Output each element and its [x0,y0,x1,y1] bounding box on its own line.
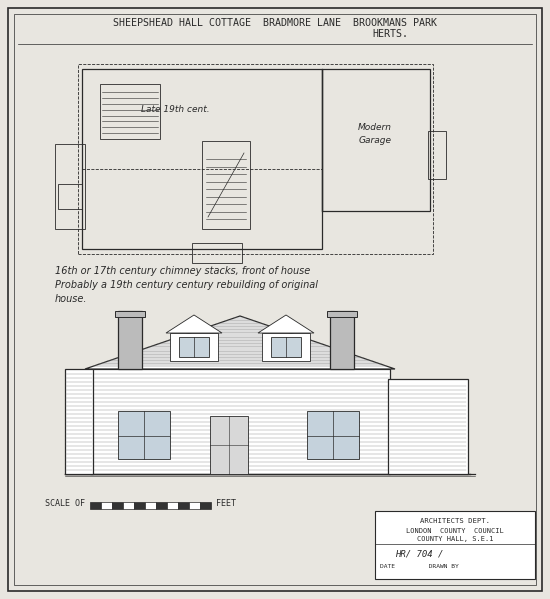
Bar [65,369,93,474]
Bar [271,337,301,357]
Text: SCALE OF: SCALE OF [45,498,85,507]
Text: Late 19th cent.: Late 19th cent. [141,104,210,113]
Bar [78,64,433,254]
Polygon shape [258,315,314,333]
Text: HERTS.: HERTS. [372,29,408,39]
Text: FEET: FEET [216,498,236,507]
Text: ARCHITECTS DEPT.: ARCHITECTS DEPT. [420,518,490,524]
Bar [118,411,170,459]
Bar [58,184,82,209]
Bar [112,502,123,509]
Bar [82,69,322,249]
Bar [115,311,145,317]
Bar [262,333,310,361]
Bar [100,84,160,139]
Bar [123,502,134,509]
Bar [170,333,218,361]
Bar [167,502,178,509]
Bar [388,379,468,474]
Bar [192,243,242,263]
Bar [375,511,535,579]
Bar [101,502,112,509]
Bar [90,369,390,474]
Bar [179,337,209,357]
Text: house.: house. [55,294,87,304]
Bar [428,131,446,179]
Bar [327,311,357,317]
Polygon shape [166,315,222,333]
Text: DATE         DRAWN BY: DATE DRAWN BY [380,564,459,570]
Text: Probably a 19th century century rebuilding of original: Probably a 19th century century rebuildi… [55,280,318,290]
Text: HR/ 704 /: HR/ 704 / [395,549,443,558]
Bar [189,502,200,509]
Bar [307,411,359,459]
Text: COUNTY HALL, S.E.1: COUNTY HALL, S.E.1 [417,536,493,542]
Bar [202,141,250,229]
Text: LONDON  COUNTY  COUNCIL: LONDON COUNTY COUNCIL [406,528,504,534]
Bar [134,502,145,509]
Bar [55,144,85,229]
Bar [178,502,189,509]
Text: SHEEPSHEAD HALL COTTAGE  BRADMORE LANE  BROOKMANS PARK: SHEEPSHEAD HALL COTTAGE BRADMORE LANE BR… [113,18,437,28]
Text: Modern
Garage: Modern Garage [358,123,392,145]
Bar [90,502,101,509]
Text: 16th or 17th century chimney stacks, front of house: 16th or 17th century chimney stacks, fro… [55,266,310,276]
Bar [145,502,156,509]
Bar [330,311,354,369]
Bar [156,502,167,509]
Bar [118,311,142,369]
Polygon shape [85,316,395,369]
Bar [210,416,248,474]
Bar [200,502,211,509]
Bar [322,69,430,211]
